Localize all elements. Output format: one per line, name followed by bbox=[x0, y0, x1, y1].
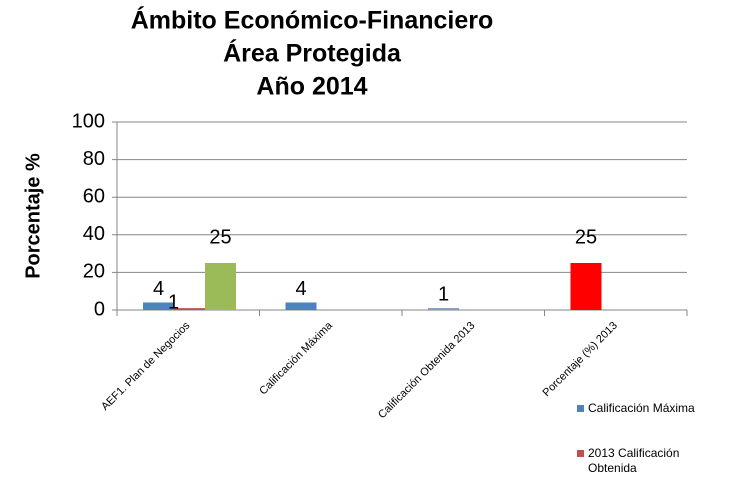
legend-item: Calificación Máxima bbox=[577, 401, 718, 416]
legend-item: 2013 Calificación Obtenida bbox=[577, 446, 718, 476]
chart-title: Ámbito Económico-Financiero bbox=[131, 6, 494, 35]
y-tick-label: 80 bbox=[83, 148, 105, 170]
x-tick-label: AEF1. Plan de Negocios bbox=[99, 319, 193, 413]
bar bbox=[570, 263, 602, 310]
data-label: 25 bbox=[209, 226, 231, 248]
x-tick-label: Calificación Máxima bbox=[257, 319, 335, 397]
data-label: 1 bbox=[168, 291, 179, 313]
x-tick-label: Porcentaje (%) 2013 bbox=[541, 320, 620, 399]
y-tick-label: 20 bbox=[83, 261, 105, 283]
bar bbox=[143, 302, 174, 310]
legend-swatch bbox=[577, 405, 584, 412]
data-label: 25 bbox=[575, 226, 597, 248]
data-label: 1 bbox=[438, 283, 449, 305]
chart-title: Área Protegida bbox=[223, 39, 402, 68]
bar bbox=[428, 308, 459, 310]
bar bbox=[174, 308, 205, 310]
x-tick-label: Calificación Obtenida 2013 bbox=[376, 320, 477, 421]
legend-label: 2013 Calificación Obtenida bbox=[588, 446, 680, 475]
data-label: 4 bbox=[295, 278, 306, 300]
chart-title: Año 2014 bbox=[256, 73, 367, 101]
legend-label: Calificación Máxima bbox=[588, 401, 695, 415]
y-tick-label: 40 bbox=[83, 223, 105, 245]
y-tick-label: 100 bbox=[72, 110, 105, 132]
y-axis-label: Porcentaje % bbox=[22, 153, 44, 279]
y-tick-label: 0 bbox=[94, 298, 105, 320]
y-tick-label: 60 bbox=[83, 185, 105, 207]
bar bbox=[285, 302, 317, 310]
data-label: 4 bbox=[153, 278, 164, 300]
legend-swatch bbox=[577, 450, 584, 457]
bar bbox=[205, 263, 236, 310]
